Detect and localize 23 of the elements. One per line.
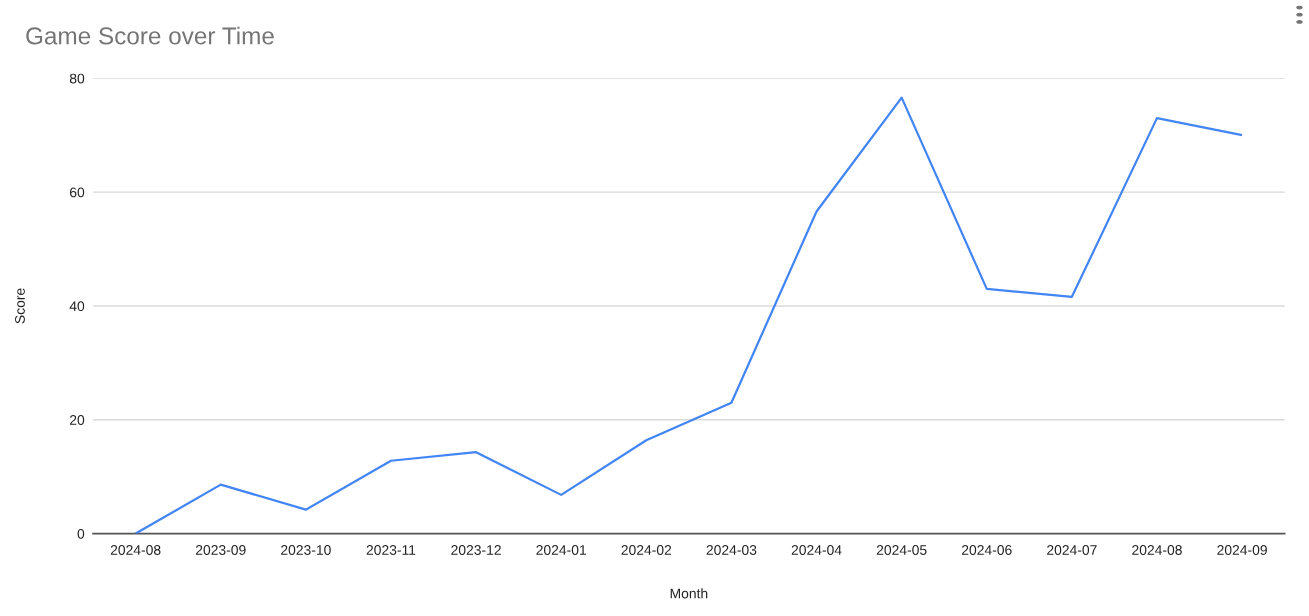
x-tick-label: 2024-09 — [1217, 545, 1267, 555]
chart-title: Game Score over Time — [26, 26, 274, 45]
x-axis-title: Month — [670, 588, 708, 599]
x-tick-label: 2023-10 — [281, 545, 331, 555]
y-tick-label: 40 — [69, 301, 85, 312]
x-tick-label: 2024-03 — [706, 545, 757, 555]
y-tick-label: 80 — [69, 73, 85, 84]
y-axis-title: Score — [15, 288, 25, 324]
y-tick-label: 60 — [69, 187, 85, 198]
x-tick-label: 2024-07 — [1047, 545, 1097, 555]
x-tick-label: 2023-11 — [366, 545, 416, 555]
x-tick-label: 2024-08 — [1132, 545, 1182, 555]
y-tick-label: 20 — [69, 415, 85, 425]
y-tick-label: 0 — [77, 528, 85, 539]
x-tick-label: 2024-04 — [791, 545, 842, 555]
x-tick-label: 2024-05 — [876, 545, 927, 555]
line-series — [134, 96, 1244, 534]
x-tick-label: 2024-06 — [961, 545, 1012, 555]
x-tick-label: 2023-12 — [451, 545, 501, 555]
x-tick-label: 2024-01 — [536, 545, 586, 555]
x-tick-label: 2024-02 — [621, 545, 672, 555]
x-tick-label: 2023-09 — [195, 545, 246, 555]
x-tick-label: 2024-08 — [110, 545, 161, 555]
